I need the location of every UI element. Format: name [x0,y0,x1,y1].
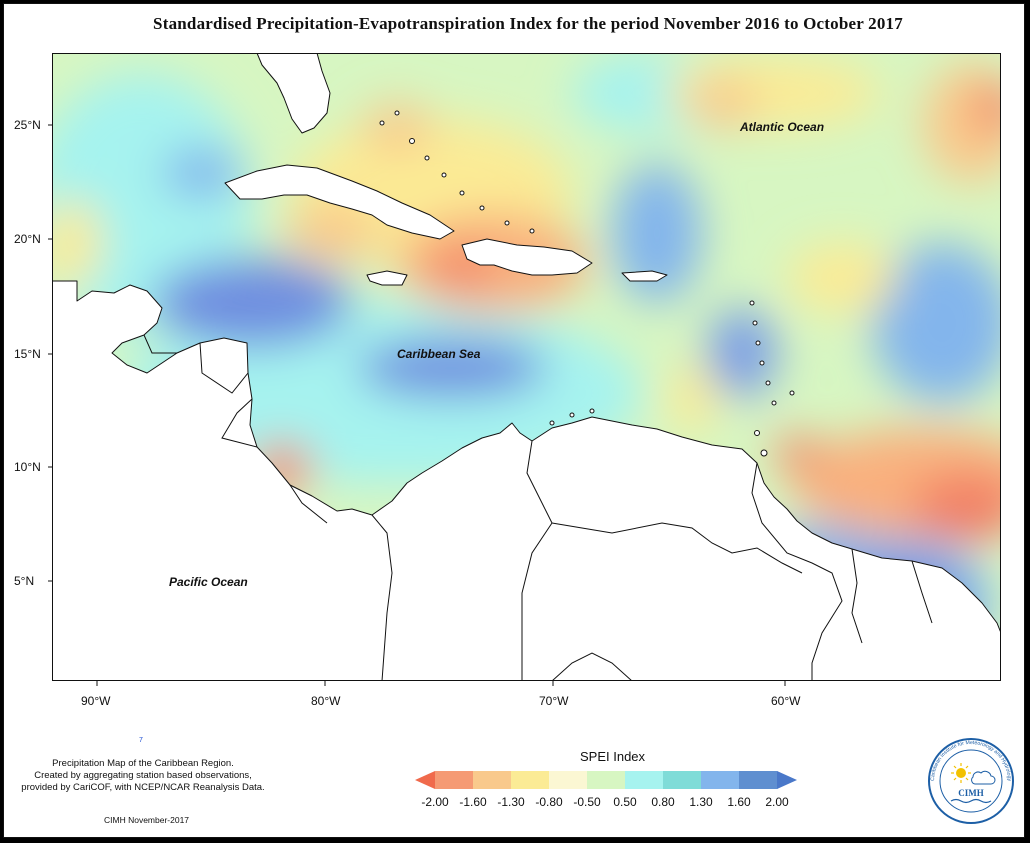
legend-label: 1.30 [689,795,713,809]
label-caribbean-sea: Caribbean Sea [397,347,481,361]
legend-swatch [625,771,664,789]
legend-swatch [587,771,626,789]
land-central-america [52,280,1001,681]
borders [143,334,933,681]
land [52,53,1001,681]
field-red-northeast [975,83,1001,133]
cimh-logo: CIMH Caribbean Institute for Meteorology… [928,738,1014,824]
map-title: Standardised Precipitation-Evapotranspir… [153,14,903,33]
land-florida [256,53,331,134]
field-blue-nicaragua [152,258,352,348]
cloud-icon [971,770,996,785]
land-cuba [224,164,455,240]
field-orange-cuba [287,203,377,263]
legend-arrow-high [777,771,797,789]
lon-tick-80w: 80°W [311,694,341,708]
field-blue-gulf [162,148,242,198]
legend-swatch [435,771,474,789]
sun-icon [956,768,966,778]
legend-swatch [739,771,778,789]
small-islands [379,110,795,457]
field-yellow-florida [52,198,102,288]
legend-swatch [663,771,702,789]
map-caption: Precipitation Map of the Caribbean Regio… [2,758,284,794]
lon-tick-70w: 70°W [539,694,569,708]
caption-line-1: Precipitation Map of the Caribbean Regio… [52,758,234,769]
label-pacific-ocean: Pacific Ocean [169,575,248,589]
legend-label: -0.50 [573,795,601,809]
legend-arrow-low [415,771,435,789]
legend-swatch [549,771,588,789]
field-blue-puerto-rico [612,163,702,303]
legend-label: 0.50 [613,795,637,809]
legend-label: 1.60 [727,795,751,809]
legend-title: SPEI Index [580,749,646,764]
field-blue-caribbean [357,338,547,398]
lat-tick-5n: 5°N [14,574,35,588]
field-blue-leewards [707,308,777,398]
caption-line-3: provided by CariCOF, with NCEP/NCAR Rean… [21,782,265,793]
field-orange-atlantic [687,78,757,128]
caption-line-2: Created by aggregating station based obs… [34,770,252,781]
legend-label: -1.60 [459,795,487,809]
stray-mark: 7 [139,737,143,744]
color-legend [415,771,797,789]
legend-label: 2.00 [765,795,789,809]
spei-map: Atlantic Ocean Caribbean Sea Pacific Oce… [52,53,1001,681]
legend-swatch [473,771,512,789]
legend-label: -2.00 [421,795,449,809]
field-cyan-east [872,243,1001,403]
field-red-atlantic-se [912,473,1001,543]
label-atlantic-ocean: Atlantic Ocean [739,120,824,134]
land-puerto-rico [621,270,668,282]
lon-tick-90w: 90°W [81,694,111,708]
land-jamaica [366,270,408,286]
map-border [52,53,1001,681]
legend-swatch [511,771,550,789]
field-red-trinidad-east [775,435,819,471]
lon-tick-60w: 60°W [771,694,801,708]
legend-label: -0.80 [535,795,563,809]
legend-swatch [701,771,740,789]
lat-tick-10n: 10°N [14,460,41,474]
legend-label: 0.80 [651,795,675,809]
map-credit: CIMH November-2017 [104,815,190,825]
field-yellow-east [787,243,897,313]
waves-icon [950,798,992,804]
legend-label: -1.30 [497,795,525,809]
logo-name: CIMH [958,788,984,798]
land-hispaniola [461,238,593,276]
lat-tick-20n: 20°N [14,232,41,246]
lat-tick-25n: 25°N [14,118,41,132]
field-yellow-antilles [667,363,717,433]
lat-tick-15n: 15°N [14,347,41,361]
